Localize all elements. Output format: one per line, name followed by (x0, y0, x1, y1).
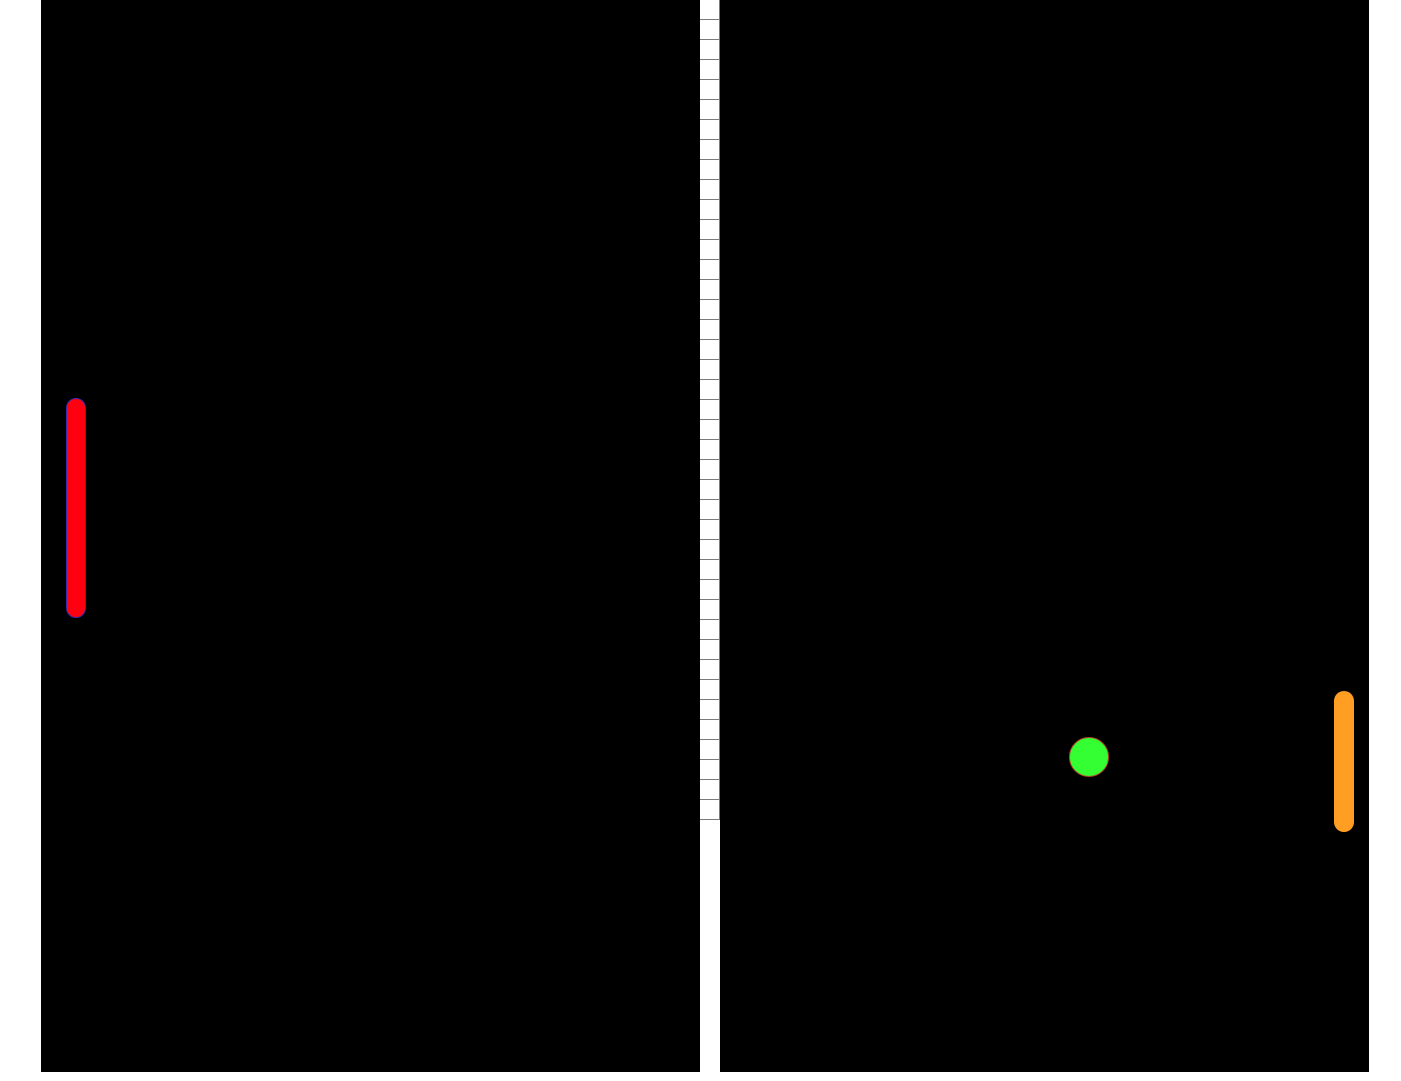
net-segments (700, 0, 720, 820)
right-paddle[interactable] (1334, 691, 1354, 832)
center-net (700, 0, 720, 1072)
ball (1069, 737, 1109, 777)
left-paddle[interactable] (66, 398, 86, 618)
